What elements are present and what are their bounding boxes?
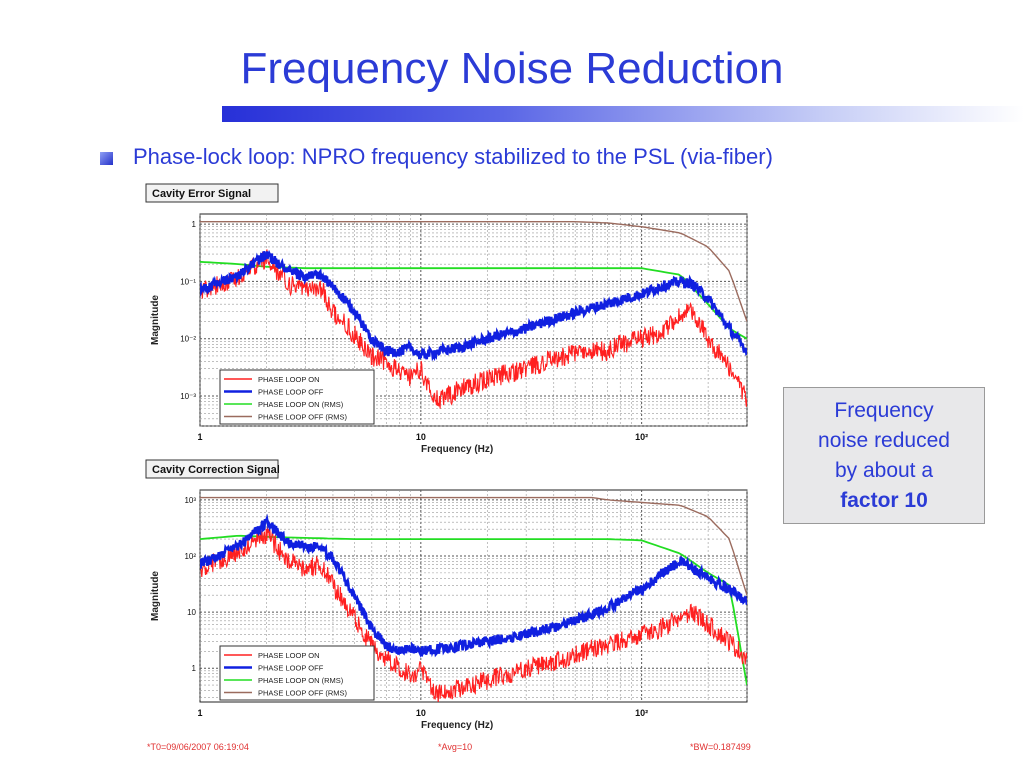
legend-entry-phase-loop-on-rms: PHASE LOOP ON (RMS) — [258, 676, 344, 685]
x-axis-label: Frequency (Hz) — [421, 720, 493, 731]
callout-line-2: noise reduced — [818, 429, 950, 452]
y-axis-label: Magnitude — [150, 295, 161, 345]
legend-entry-phase-loop-off: PHASE LOOP OFF — [258, 388, 324, 397]
y-tick-label: 1 — [192, 664, 197, 673]
x-axis-label: Frequency (Hz) — [421, 444, 493, 455]
chart-title: Cavity Error Signal — [152, 188, 251, 200]
cavity-correction-signal-chart: Cavity Correction Signal 1 10 10² 10³ 10² 10 1 F… — [145, 459, 748, 731]
callout-line-1: Frequency — [834, 399, 934, 422]
cavity-error-signal-chart: Cavity Error Signal 1 10 10² 1 10⁻¹ 10⁻² 10⁻³ Fr… — [145, 183, 748, 455]
footer-bandwidth: *BW=0.187499 — [690, 742, 751, 752]
chart-title-box — [145, 183, 279, 203]
series-line-phase-loop-off-rms — [200, 221, 747, 322]
footer-averages: *Avg=10 — [438, 742, 473, 752]
chart-title-box — [145, 459, 279, 479]
chart-title: Cavity Correction Signal — [152, 464, 280, 476]
x-tick-label: 1 — [197, 432, 202, 442]
series-line-phase-loop-off-rms — [200, 496, 747, 596]
y-tick-label: 1 — [192, 220, 197, 229]
x-tick-label: 10² — [635, 432, 648, 442]
callout-box: Frequency noise reduced by about a facto… — [783, 387, 985, 524]
bullet-text: Phase-lock loop: NPRO frequency stabiliz… — [133, 144, 773, 169]
series-line-phase-loop-off — [200, 513, 747, 659]
square-bullet-icon — [100, 152, 113, 165]
x-tick-label: 10 — [416, 432, 426, 442]
callout-bold-text: factor 10 — [840, 489, 928, 512]
legend-entry-phase-loop-off-rms: PHASE LOOP OFF (RMS) — [258, 413, 348, 422]
series-line-phase-loop-on — [200, 249, 747, 409]
y-tick-label: 10² — [184, 552, 196, 561]
x-tick-label: 10² — [635, 708, 648, 718]
footer-timestamp: *T0=09/06/2007 06:19:04 — [147, 742, 249, 752]
y-grid — [200, 499, 747, 698]
y-tick-label: 10⁻¹ — [180, 277, 196, 286]
legend-entry-phase-loop-off-rms: PHASE LOOP OFF (RMS) — [258, 689, 348, 698]
x-tick-label: 1 — [197, 708, 202, 718]
y-tick-label: 10⁻³ — [180, 392, 196, 401]
y-tick-label: 10⁻² — [180, 335, 196, 344]
slide-title: Frequency Noise Reduction — [240, 44, 784, 93]
title-underline-bar — [222, 106, 1024, 122]
series-line-phase-loop-on-rms — [200, 534, 747, 686]
legend-entry-phase-loop-on: PHASE LOOP ON — [258, 651, 320, 660]
y-tick-label: 10³ — [184, 496, 196, 505]
legend-entry-phase-loop-off: PHASE LOOP OFF — [258, 664, 324, 673]
legend-entry-phase-loop-on-rms: PHASE LOOP ON (RMS) — [258, 400, 344, 409]
callout-line-3: by about a — [834, 459, 934, 482]
legend-entry-phase-loop-on: PHASE LOOP ON — [258, 375, 320, 384]
y-tick-label: 10 — [187, 608, 196, 617]
y-axis-label: Magnitude — [150, 571, 161, 621]
series-line-phase-loop-on — [200, 526, 747, 702]
x-tick-label: 10 — [416, 708, 426, 718]
series-line-phase-loop-off — [200, 249, 747, 362]
